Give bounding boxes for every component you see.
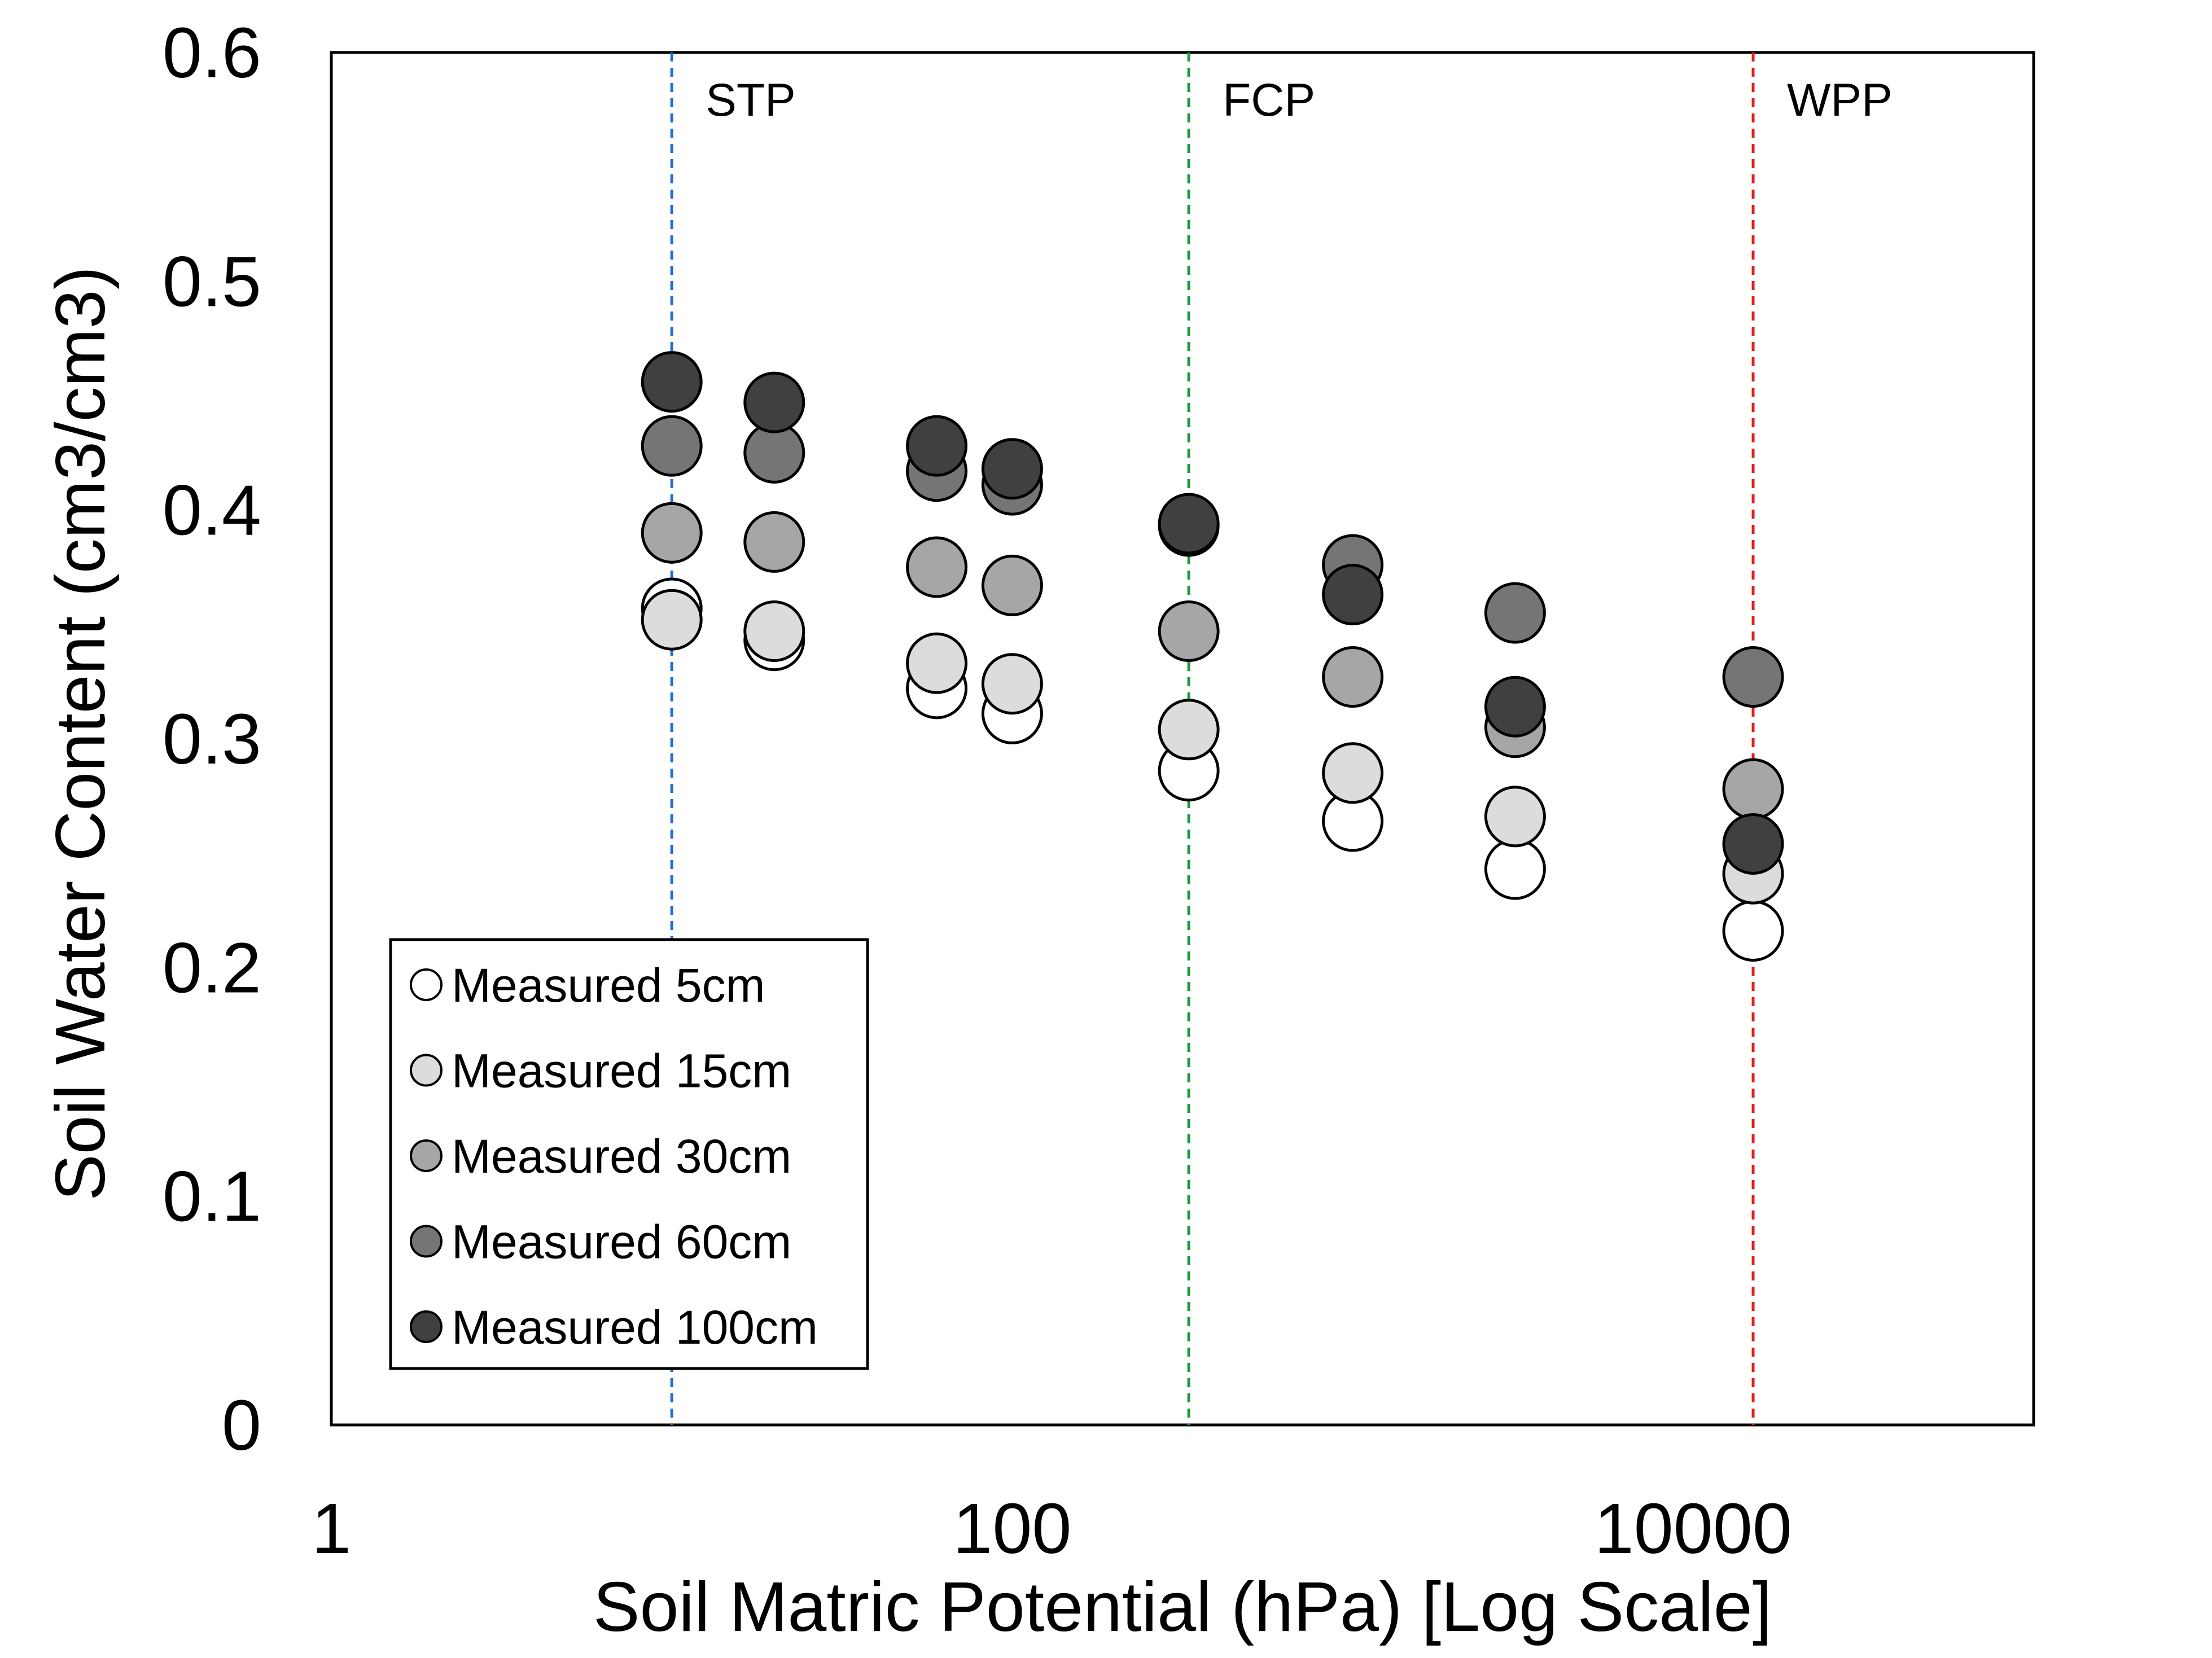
data-point <box>906 536 968 598</box>
data-point <box>1322 646 1384 708</box>
y-tick-label: 0.5 <box>163 242 261 321</box>
data-point <box>1322 742 1384 804</box>
y-tick-label: 0.4 <box>163 471 261 550</box>
reference-label-fcp: FCP <box>1223 74 1315 126</box>
legend-label: Measured 30cm <box>452 1130 791 1183</box>
legend-marker <box>410 1054 443 1087</box>
legend-label: Measured 5cm <box>452 959 765 1012</box>
y-tick-label: 0.3 <box>163 699 261 779</box>
reference-label-stp: STP <box>706 74 795 126</box>
data-point <box>1722 758 1784 820</box>
data-point <box>906 632 968 694</box>
data-point <box>743 511 805 573</box>
y-axis-title: Soil Water Content (cm3/cm3) <box>42 266 120 1201</box>
data-point <box>1722 813 1784 875</box>
data-point <box>1158 600 1220 662</box>
x-tick-label: 100 <box>953 1489 1071 1568</box>
x-tick-label: 1 <box>312 1489 351 1568</box>
legend-label: Measured 60cm <box>452 1216 791 1269</box>
data-point <box>1484 786 1546 848</box>
legend-marker <box>410 1139 443 1172</box>
x-tick-label: 10000 <box>1595 1489 1792 1568</box>
legend-marker <box>410 1310 443 1343</box>
data-point <box>743 600 805 662</box>
data-point <box>1722 646 1784 708</box>
legend-label: Measured 100cm <box>452 1301 818 1354</box>
data-points <box>641 351 1784 962</box>
data-point <box>641 351 703 413</box>
data-point <box>981 554 1043 616</box>
data-point <box>906 415 968 477</box>
legend: Measured 5cm Measured 15cm Measured 30cm Me… <box>389 938 869 1370</box>
y-axis-ticks: 0 0.1 0.2 0.3 0.4 0.5 0.6 <box>163 13 261 1465</box>
data-point <box>641 502 703 564</box>
data-point <box>1322 564 1384 626</box>
data-point <box>1158 493 1220 555</box>
y-tick-label: 0 <box>222 1385 261 1465</box>
y-tick-label: 0.2 <box>163 928 261 1007</box>
legend-label: Measured 15cm <box>452 1045 791 1098</box>
data-point <box>1484 676 1546 738</box>
y-tick-label: 0.1 <box>163 1157 261 1236</box>
data-point <box>743 371 805 433</box>
legend-marker <box>410 968 443 1001</box>
data-point <box>981 653 1043 715</box>
data-point <box>1158 699 1220 761</box>
legend-box <box>389 938 869 1370</box>
data-point <box>641 589 703 651</box>
data-point <box>981 438 1043 500</box>
reference-label-wpp: WPP <box>1787 74 1893 126</box>
x-axis-ticks: 1 100 10000 <box>312 1489 1792 1568</box>
legend-marker <box>410 1225 443 1258</box>
data-point <box>641 415 703 477</box>
x-axis-title: Soil Matric Potential (hPa) [Log Scale] <box>593 1568 1772 1646</box>
y-tick-label: 0.6 <box>163 13 261 93</box>
data-point <box>1484 582 1546 644</box>
data-point <box>1484 838 1546 900</box>
data-point <box>1722 900 1784 962</box>
